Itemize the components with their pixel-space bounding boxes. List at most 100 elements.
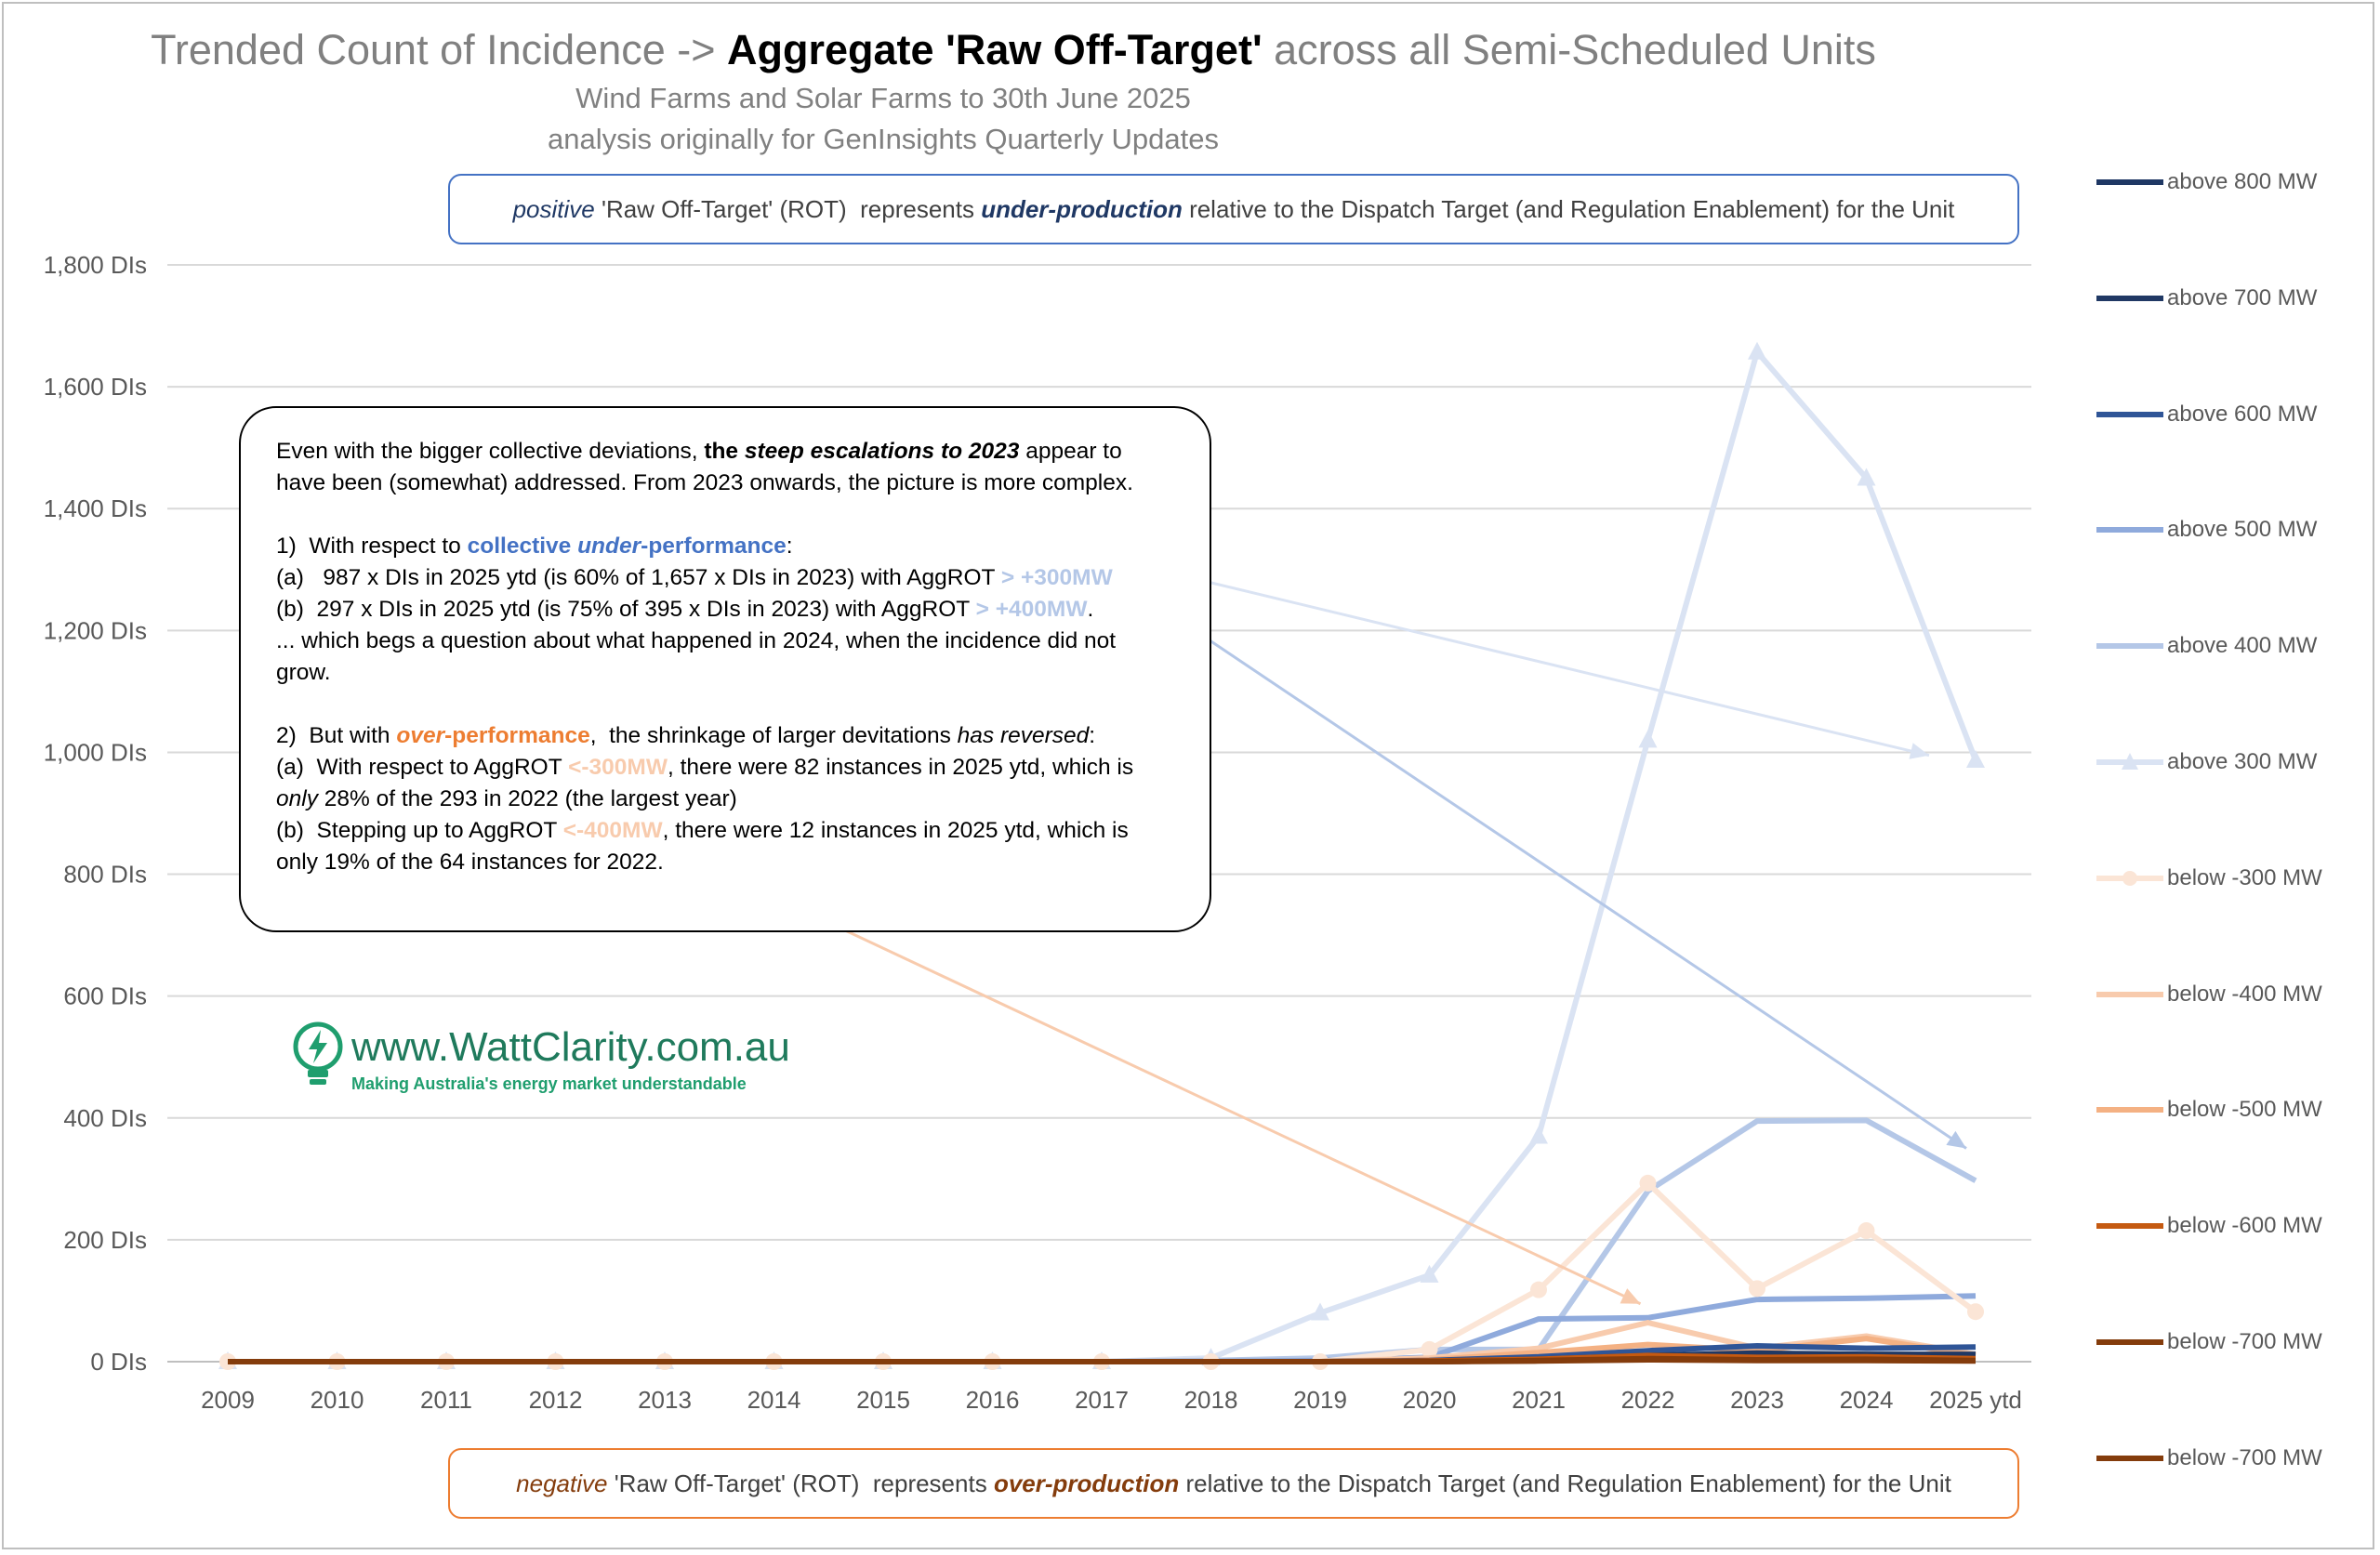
- y-tick-label: 0 DIs: [90, 1348, 147, 1376]
- y-tick-label: 200 DIs: [63, 1226, 147, 1254]
- legend-entry: above 500 MW: [2096, 513, 2317, 547]
- data-point: [1857, 468, 1876, 486]
- legend-swatch: [2096, 1223, 2163, 1230]
- legend-swatch: [2096, 527, 2163, 534]
- legend-entry: below -500 MW: [2096, 1093, 2322, 1127]
- y-tick-label: 600 DIs: [63, 982, 147, 1010]
- legend-entry: below -400 MW: [2096, 978, 2322, 1011]
- legend-swatch: [2096, 643, 2163, 650]
- data-point: [1967, 1303, 1984, 1321]
- x-tick-label: 2012: [529, 1386, 583, 1414]
- x-tick-label: 2021: [1512, 1386, 1566, 1414]
- x-tick-label: 2017: [1075, 1386, 1129, 1414]
- y-tick-label: 1,200 DIs: [44, 616, 147, 644]
- x-tick-label: 2019: [1293, 1386, 1347, 1414]
- legend-label: above 600 MW: [2167, 401, 2318, 427]
- data-point: [1530, 1281, 1547, 1298]
- series-line: [228, 1179, 1977, 1364]
- data-point: [1858, 1222, 1875, 1240]
- y-tick-label: 1,600 DIs: [44, 373, 147, 401]
- annotation-arrowhead: [1620, 1288, 1641, 1304]
- chart-subtitle-1: Wind Farms and Solar Farms to 30th June …: [575, 82, 1191, 114]
- x-tick-label: 2022: [1621, 1386, 1675, 1414]
- legend-swatch: [2096, 295, 2163, 301]
- annotation-arrowhead: [1946, 1130, 1966, 1149]
- legend-entry: below -300 MW: [2096, 862, 2322, 895]
- annotation-box: Even with the bigger collective deviatio…: [239, 406, 1211, 932]
- legend-entry: above 800 MW: [2096, 165, 2317, 199]
- legend-entry: below -700 MW: [2096, 1442, 2322, 1475]
- data-point: [1748, 341, 1766, 360]
- annotation-intro: Even with the bigger collective deviatio…: [276, 439, 1133, 495]
- annotation-arrow: [1169, 612, 1967, 1150]
- x-tick-label: 2014: [747, 1386, 801, 1414]
- data-point: [1311, 1302, 1329, 1321]
- legend-swatch: [2096, 753, 2163, 770]
- legend-label: below -500 MW: [2167, 1097, 2322, 1123]
- annotation-arrowhead: [1909, 743, 1929, 759]
- x-tick-label: 2018: [1184, 1386, 1238, 1414]
- x-tick-label: 2011: [420, 1386, 472, 1414]
- series-line: [228, 1357, 1977, 1364]
- annotation-arrow: [735, 877, 1642, 1306]
- legend-swatch: [2096, 411, 2163, 417]
- data-point: [1639, 1174, 1657, 1192]
- legend-label: above 700 MW: [2167, 284, 2318, 310]
- legend-label: below -700 MW: [2167, 1444, 2322, 1470]
- annotation-1c: ... which begs a question about what hap…: [276, 628, 1117, 685]
- data-point: [1966, 749, 1985, 768]
- logo-main-text: www.WattClarity.com.au: [351, 1024, 790, 1070]
- annotation-section-2: 2) But with over-performance, the shrink…: [276, 723, 1096, 748]
- legend-entry: above 400 MW: [2096, 629, 2317, 663]
- data-point: [1420, 1264, 1439, 1283]
- legend-label: below -600 MW: [2167, 1213, 2322, 1239]
- legend-entry: above 300 MW: [2096, 745, 2317, 779]
- annotation-1b: (b) 297 x DIs in 2025 ytd (is 75% of 395…: [276, 597, 1094, 622]
- y-tick-label: 800 DIs: [63, 861, 147, 889]
- series-line: [228, 1117, 1977, 1364]
- legend-label: above 800 MW: [2167, 169, 2318, 194]
- annotation-2b: (b) Stepping up to AggROT <-400MW, there…: [276, 818, 1129, 875]
- legend-swatch: [2096, 179, 2163, 185]
- x-tick-label: 2009: [201, 1386, 255, 1414]
- x-tick-label: 2024: [1840, 1386, 1894, 1414]
- data-point: [1749, 1280, 1765, 1298]
- annotation-arrow: [1187, 575, 1930, 758]
- y-tick-label: 1,400 DIs: [44, 494, 147, 522]
- x-tick-label: 2013: [638, 1386, 692, 1414]
- legend-swatch: [2096, 1107, 2163, 1114]
- legend-label: below -400 MW: [2167, 981, 2322, 1007]
- logo-tagline: Making Australia's energy market underst…: [351, 1074, 747, 1093]
- legend-entry: below -700 MW: [2096, 1325, 2322, 1359]
- legend-entry: above 600 MW: [2096, 398, 2317, 431]
- x-tick-label: 2023: [1730, 1386, 1784, 1414]
- legend-label: above 300 MW: [2167, 749, 2318, 774]
- chart-subtitle-2: analysis originally for GenInsights Quar…: [548, 123, 1219, 155]
- legend-label: below -700 MW: [2167, 1329, 2322, 1354]
- legend-label: below -300 MW: [2167, 864, 2322, 890]
- legend-label: above 400 MW: [2167, 633, 2318, 659]
- positive-rot-banner: positive 'Raw Off-Target' (ROT) represen…: [448, 174, 2019, 244]
- annotation-section-1: 1) With respect to collective under-perf…: [276, 534, 793, 559]
- data-point: [1638, 730, 1658, 748]
- data-point: [1529, 1126, 1548, 1144]
- annotation-1a: (a) 987 x DIs in 2025 ytd (is 60% of 1,6…: [276, 565, 1113, 590]
- negative-rot-banner: negative 'Raw Off-Target' (ROT) represen…: [448, 1448, 2019, 1519]
- x-tick-label: 2010: [311, 1386, 364, 1414]
- chart-title: Trended Count of Incidence -> Aggregate …: [151, 26, 1876, 73]
- lightbulb-icon: [293, 1021, 343, 1085]
- x-tick-label: 2020: [1403, 1386, 1457, 1414]
- y-tick-label: 400 DIs: [63, 1104, 147, 1132]
- legend-entry: above 700 MW: [2096, 282, 2317, 315]
- legend-label: above 500 MW: [2167, 517, 2318, 543]
- legend-swatch: [2096, 1339, 2163, 1345]
- x-tick-label: 2025 ytd: [1929, 1386, 2022, 1414]
- annotation-2a: (a) With respect to AggROT <-300MW, ther…: [276, 755, 1134, 811]
- legend-swatch: [2096, 870, 2163, 886]
- wattclarity-logo[interactable]: www.WattClarity.com.au Making Australia'…: [292, 1021, 790, 1100]
- y-tick-label: 1,000 DIs: [44, 738, 147, 766]
- x-tick-label: 2015: [856, 1386, 910, 1414]
- y-tick-label: 1,800 DIs: [44, 251, 147, 279]
- legend-swatch: [2096, 1455, 2163, 1461]
